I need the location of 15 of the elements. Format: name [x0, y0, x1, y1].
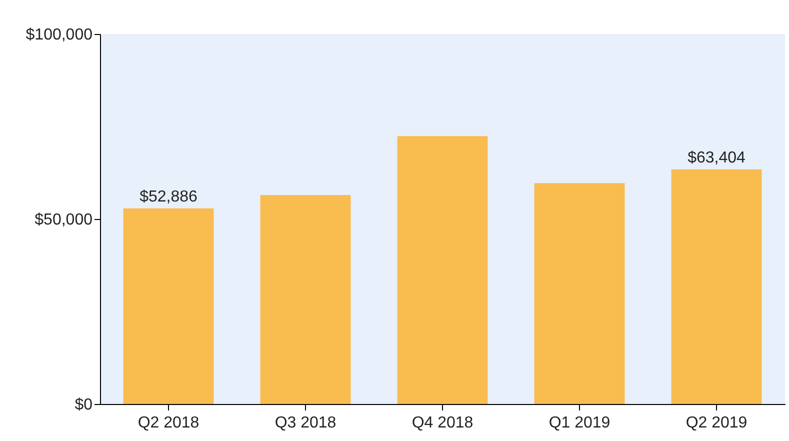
y-tick-label: $50,000: [34, 212, 93, 228]
y-tick-label: $0: [74, 396, 93, 414]
x-tick-label: Q1 2019: [548, 414, 610, 432]
bar: [534, 183, 625, 404]
data-label: $63,404: [688, 149, 746, 166]
bar: [397, 136, 488, 404]
x-tick-label: Q4 2018: [412, 414, 474, 432]
x-tick-label: Q2 2019: [686, 414, 748, 432]
data-label: $52,886: [140, 188, 198, 206]
x-tick-label: Q2 2018: [138, 414, 200, 432]
bar: [671, 169, 762, 404]
x-tick-label: Q3 2018: [274, 414, 336, 432]
y-tick-label: $100,000: [26, 26, 93, 44]
bar: [123, 208, 214, 404]
bar: [260, 194, 351, 404]
